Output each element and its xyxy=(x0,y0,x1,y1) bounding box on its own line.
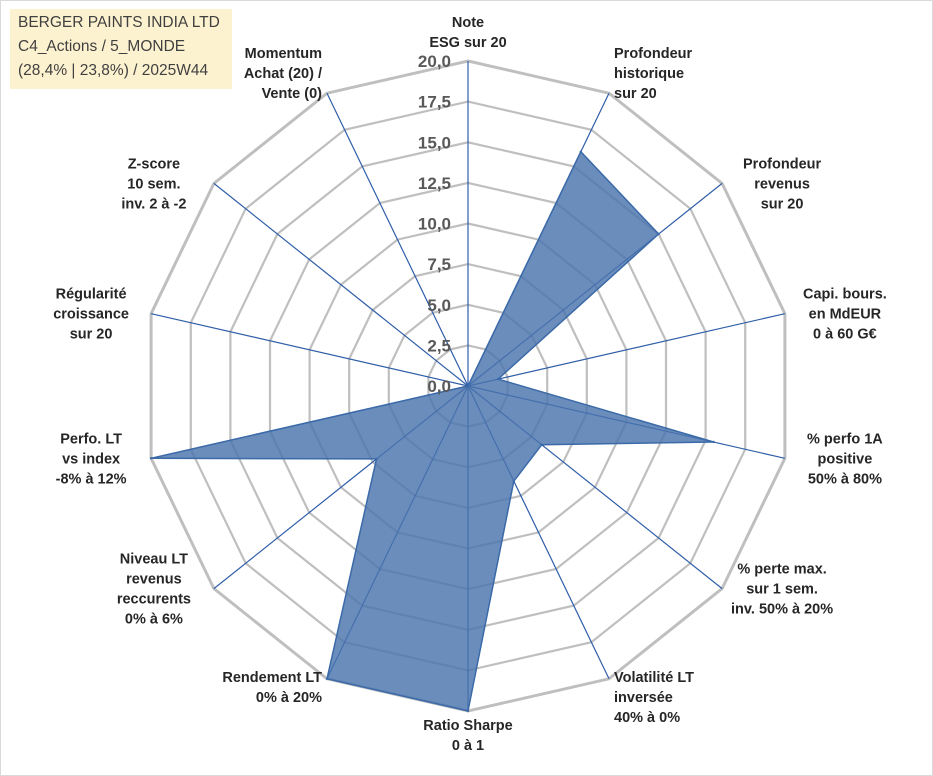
axis-spoke xyxy=(213,182,469,387)
series-point xyxy=(712,440,715,444)
axis-label-line: Volatilité LT xyxy=(614,670,694,686)
axis-label-line: 0 à 60 G€ xyxy=(813,327,877,343)
axis-label: Niveau LT revenus reccurents 0% à 6% xyxy=(117,552,191,628)
axis-label: Rendement LT 0% à 20% xyxy=(222,670,322,706)
axis-label-line: -8% à 12% xyxy=(56,471,127,487)
axis-label-line: revenus xyxy=(126,572,182,588)
axis-label-line: 10 sem. xyxy=(127,176,180,192)
axis-label-line: inv. 50% à 20% xyxy=(731,602,833,618)
portfolio-category: C4_Actions / 5_MONDE xyxy=(18,38,186,55)
tick-label: 15,0 xyxy=(418,133,451,152)
axis-label-line: Profondeur xyxy=(614,46,692,62)
axis-label-line: 0 à 1 xyxy=(452,738,484,754)
axis-label: Profondeur revenus sur 20 xyxy=(743,156,821,212)
axis-label: Perfo. LT vs index -8% à 12% xyxy=(56,431,127,487)
axis-label-line: inversée xyxy=(614,690,673,706)
axis-label-line: Profondeur xyxy=(743,156,821,172)
axis-label-line: 0% à 20% xyxy=(256,690,322,706)
series-point xyxy=(540,443,543,446)
axis-label-line: ESG sur 20 xyxy=(429,35,506,51)
axis-label: Profondeur historique sur 20 xyxy=(614,46,692,102)
axis-label: Momentum Achat (20) / Vente (0) xyxy=(244,46,322,102)
axis-label-line: Vente (0) xyxy=(262,86,323,102)
tick-label: 2,5 xyxy=(427,336,451,355)
axis-label-line: reccurents xyxy=(117,592,191,608)
axis-label-line: 0% à 6% xyxy=(125,612,183,628)
tick-label: 7,5 xyxy=(427,255,451,274)
axis-label-line: Capi. bours. xyxy=(803,287,887,303)
series-point xyxy=(657,232,660,236)
axis-label: Ratio Sharpe 0 à 1 xyxy=(423,718,512,754)
series-point xyxy=(466,384,470,388)
axis-label-line: Perfo. LT xyxy=(60,431,122,447)
axis-label-line: sur 20 xyxy=(70,327,113,343)
axis-label-line: historique xyxy=(614,66,684,82)
radial-axis-ticks: 0,0 2,5 5,0 7,5 10,0 12,5 15,0 17,5 20,0 xyxy=(418,52,451,396)
axis-label-line: sur 20 xyxy=(761,196,804,212)
axis-label-line: positive xyxy=(818,451,873,467)
axis-spoke xyxy=(326,92,469,387)
series-point xyxy=(466,709,470,713)
axis-label-line: Niveau LT xyxy=(120,552,188,568)
axis-spoke xyxy=(150,313,469,387)
axis-label: Régularité croissance sur 20 xyxy=(53,287,129,343)
series-point xyxy=(496,377,500,381)
axis-label-line: en MdEUR xyxy=(809,307,882,323)
series-point xyxy=(325,677,329,680)
axis-label-line: revenus xyxy=(754,176,810,192)
axis-label-line: Z-score xyxy=(128,156,180,172)
tick-label: 0,0 xyxy=(427,377,451,396)
axis-label-line: Momentum xyxy=(245,46,322,62)
axis-label: Volatilité LT inversée 40% à 0% xyxy=(614,670,694,726)
tick-label: 5,0 xyxy=(427,296,451,315)
series-point xyxy=(149,457,153,460)
series-point xyxy=(375,457,378,461)
axis-label: Note ESG sur 20 xyxy=(429,15,506,51)
series-area xyxy=(150,150,714,712)
axis-label-line: vs index xyxy=(62,451,120,467)
axis-label-line: Achat (20) / xyxy=(244,66,322,82)
company-name: BERGER PAINTS INDIA LTD xyxy=(18,14,220,31)
tick-label: 10,0 xyxy=(418,215,451,234)
radar-series xyxy=(149,150,715,713)
axis-label-line: 40% à 0% xyxy=(614,710,680,726)
axis-label-line: % perte max. xyxy=(737,562,826,578)
axis-label-line: croissance xyxy=(53,307,129,323)
axis-labels: Note ESG sur 20 Profondeur historique sur 20… xyxy=(53,15,887,754)
info-box: BERGER PAINTS INDIA LTD C4_Actions / 5_M… xyxy=(10,9,232,89)
score-period: (28,4% | 23,8%) / 2025W44 xyxy=(18,62,209,79)
axis-label-line: % perfo 1A xyxy=(807,431,883,447)
axis-label: % perfo 1A positive 50% à 80% xyxy=(807,431,883,487)
axis-label: % perte max. sur 1 sem. inv. 50% à 20% xyxy=(731,562,833,618)
tick-label: 12,5 xyxy=(418,174,451,193)
axis-label-line: Rendement LT xyxy=(222,670,322,686)
axis-label-line: inv. 2 à -2 xyxy=(121,196,186,212)
axis-label-line: Note xyxy=(452,15,484,31)
axis-label-line: sur 20 xyxy=(614,86,657,102)
tick-label: 20,0 xyxy=(418,52,451,71)
series-point xyxy=(579,150,582,153)
tick-label: 17,5 xyxy=(418,93,451,112)
axis-label-line: Ratio Sharpe xyxy=(423,718,512,734)
axis-label-line: Régularité xyxy=(56,287,127,303)
axis-label: Z-score 10 sem. inv. 2 à -2 xyxy=(121,156,186,212)
axis-label-line: 50% à 80% xyxy=(808,471,882,487)
series-point xyxy=(512,480,515,483)
axis-label-line: sur 1 sem. xyxy=(746,582,818,598)
axis-spoke xyxy=(467,313,786,387)
axis-label: Capi. bours. en MdEUR 0 à 60 G€ xyxy=(803,287,887,343)
